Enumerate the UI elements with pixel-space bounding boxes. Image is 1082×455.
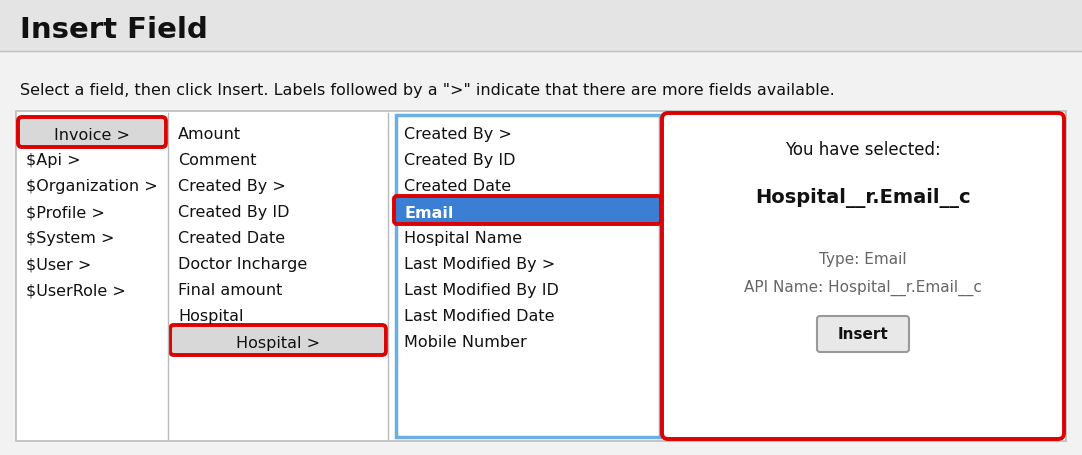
FancyBboxPatch shape xyxy=(662,114,1064,439)
Text: Comment: Comment xyxy=(179,153,256,168)
Text: $System >: $System > xyxy=(26,231,115,246)
Text: Last Modified By >: Last Modified By > xyxy=(404,257,555,272)
Text: You have selected:: You have selected: xyxy=(786,141,941,159)
Text: Insert: Insert xyxy=(837,327,888,342)
Text: Invoice >: Invoice > xyxy=(54,128,130,143)
Text: Select a field, then click Insert. Labels followed by a ">" indicate that there : Select a field, then click Insert. Label… xyxy=(19,82,834,97)
Text: Hospital__r.Email__c: Hospital__r.Email__c xyxy=(755,187,971,207)
Text: $Api >: $Api > xyxy=(26,153,81,168)
Text: Hospital Name: Hospital Name xyxy=(404,231,523,246)
Text: Final amount: Final amount xyxy=(179,283,282,298)
Bar xyxy=(0,0,1082,52)
Text: Type: Email: Type: Email xyxy=(819,252,907,267)
Text: Mobile Number: Mobile Number xyxy=(404,335,527,350)
Text: Created Date: Created Date xyxy=(179,231,286,246)
Text: Amount: Amount xyxy=(179,127,241,142)
Text: Email: Email xyxy=(404,206,453,221)
Text: Created By ID: Created By ID xyxy=(179,205,290,220)
Text: $UserRole >: $UserRole > xyxy=(26,283,126,298)
Text: $User >: $User > xyxy=(26,257,91,272)
Text: Created By >: Created By > xyxy=(404,127,512,142)
Text: Created By ID: Created By ID xyxy=(404,153,515,168)
Bar xyxy=(16,112,1066,441)
Text: Doctor Incharge: Doctor Incharge xyxy=(179,257,307,272)
Text: $Profile >: $Profile > xyxy=(26,205,105,220)
Text: $Organization >: $Organization > xyxy=(26,179,158,194)
Text: Last Modified By ID: Last Modified By ID xyxy=(404,283,559,298)
FancyBboxPatch shape xyxy=(394,197,661,224)
Text: API Name: Hospital__r.Email__c: API Name: Hospital__r.Email__c xyxy=(744,279,982,295)
Text: Created By >: Created By > xyxy=(179,179,286,194)
FancyBboxPatch shape xyxy=(18,118,166,148)
Text: Hospital: Hospital xyxy=(179,309,243,324)
FancyBboxPatch shape xyxy=(817,316,909,352)
Text: Hospital >: Hospital > xyxy=(236,336,320,351)
Text: Insert Field: Insert Field xyxy=(19,16,208,44)
FancyBboxPatch shape xyxy=(170,325,386,355)
FancyBboxPatch shape xyxy=(396,116,660,437)
Text: Created Date: Created Date xyxy=(404,179,511,194)
Text: Last Modified Date: Last Modified Date xyxy=(404,309,554,324)
